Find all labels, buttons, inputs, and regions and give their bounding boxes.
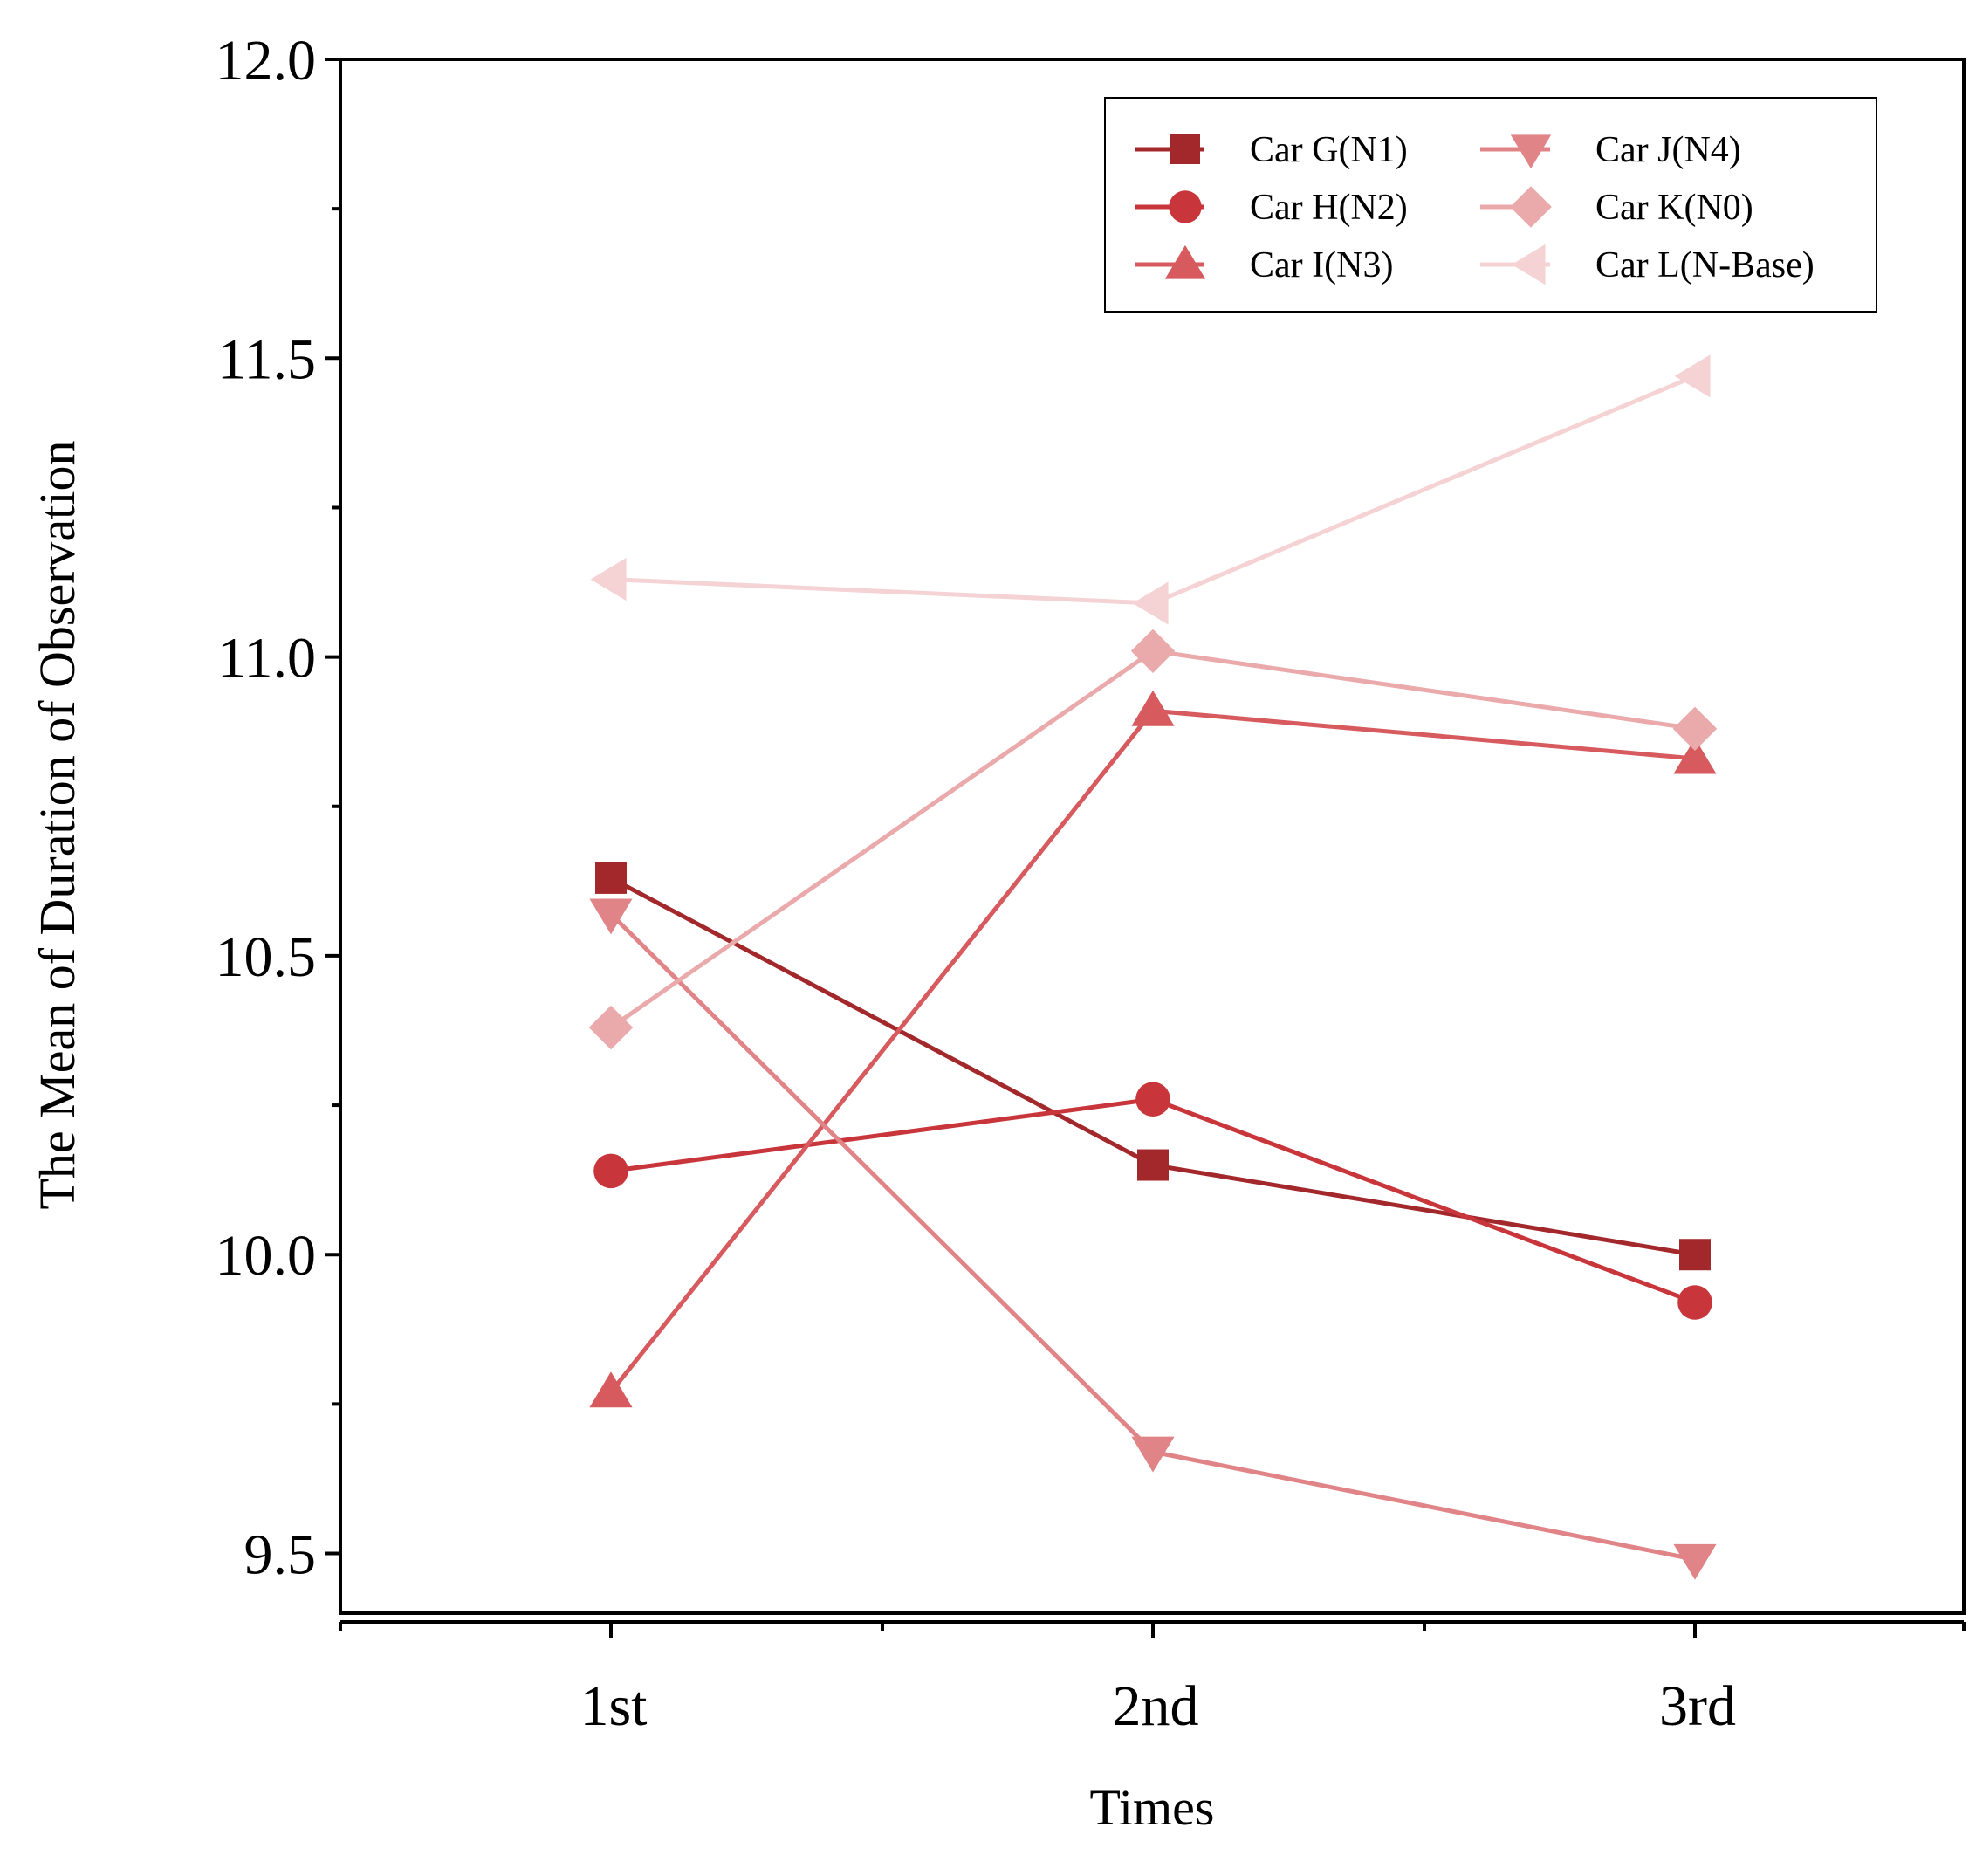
x-tick-label: 2nd (1113, 1674, 1199, 1738)
legend-item: Car G(N1) (1135, 130, 1408, 170)
y-tick-label: 12.0 (216, 29, 317, 93)
data-point (1131, 690, 1175, 726)
data-point (590, 558, 627, 601)
plot-area-background (340, 59, 1964, 1613)
data-point (1137, 1149, 1169, 1181)
series-5 (588, 629, 1718, 1050)
legend-marker (1170, 134, 1200, 164)
legend-item: Car K(N0) (1480, 186, 1753, 228)
legend-label: Car G(N1) (1250, 130, 1408, 170)
data-point (1673, 738, 1717, 774)
series-2 (593, 1082, 1712, 1320)
x-axis-title: Times (1090, 1779, 1215, 1836)
y-tick-label: 9.5 (244, 1523, 317, 1587)
data-point (595, 862, 627, 894)
data-point (1130, 629, 1176, 673)
x-tick-label: 3rd (1659, 1674, 1736, 1738)
series-4 (589, 898, 1717, 1580)
data-point (1673, 1543, 1717, 1580)
data-point (588, 1005, 634, 1050)
data-point (589, 898, 633, 935)
data-point (1674, 354, 1711, 398)
series-layer (588, 354, 1718, 1580)
data-point (1132, 581, 1169, 625)
legend-label: Car J(N4) (1595, 130, 1741, 170)
legend-item: Car H(N2) (1135, 188, 1408, 228)
legend-label: Car H(N2) (1250, 188, 1408, 228)
legend-marker (1169, 190, 1202, 223)
legend-marker (1510, 134, 1552, 169)
data-point (1135, 1082, 1170, 1117)
legend-label: Car I(N3) (1250, 245, 1393, 285)
data-point (1677, 1285, 1712, 1320)
y-tick-label: 10.5 (216, 925, 317, 989)
series-1 (595, 862, 1711, 1271)
y-tick-label: 11.0 (217, 627, 316, 691)
legend-item: Car J(N4) (1480, 130, 1741, 170)
data-point (593, 1153, 628, 1189)
x-tick-label: 1st (580, 1674, 647, 1738)
legend-marker (1510, 186, 1552, 228)
data-point (1672, 706, 1718, 751)
y-tick-label: 11.5 (217, 327, 316, 391)
legend-label: Car K(N0) (1595, 188, 1753, 228)
y-tick-label: 10.0 (216, 1224, 317, 1288)
axes: 9.5 10.0 10.5 11.0 11.5 12.0 1st 2nd 3rd (216, 29, 1966, 1738)
data-point (589, 1371, 633, 1408)
legend-label: Car L(N-Base) (1595, 245, 1815, 285)
plot-frame (339, 58, 1966, 1615)
series-3 (589, 690, 1717, 1408)
legend-marker (1164, 244, 1206, 279)
legend-item: Car I(N3) (1135, 244, 1393, 285)
data-point (1679, 1239, 1711, 1271)
legend-item: Car L(N-Base) (1480, 244, 1815, 285)
data-point (1131, 1436, 1175, 1473)
series-6 (590, 354, 1711, 625)
y-axis-title: The Mean of Duration of Observation (29, 440, 86, 1209)
legend-marker (1511, 244, 1546, 285)
legend: Car G(N1) Car H(N2) Car I(N3) Car J(N4) Car … (1104, 97, 1877, 313)
